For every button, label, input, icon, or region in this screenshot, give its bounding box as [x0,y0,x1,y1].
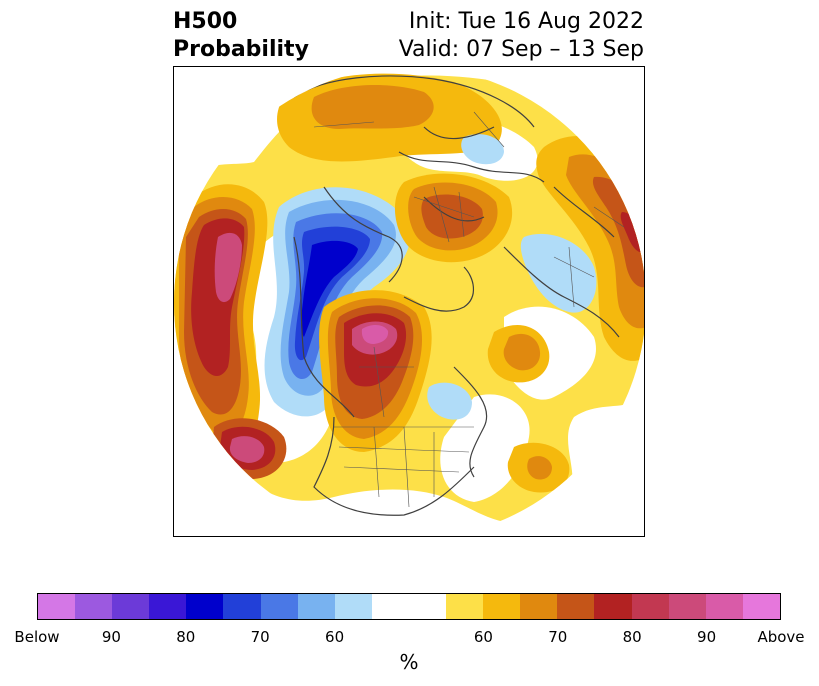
colorbar-tick-label: 70 [548,628,568,646]
title-type: Probability [173,37,309,62]
below-region-core [301,240,358,337]
below-region-atlantic-60 [427,382,472,420]
colorbar-bin [260,594,298,619]
title-variable: H500 [173,9,238,34]
colorbar-tick-label: 80 [622,628,642,646]
colorbar-bin [483,594,521,619]
colorbar-bin [631,594,669,619]
probability-map [174,67,644,536]
colorbar-bin [371,594,409,619]
map-panel [173,66,645,537]
colorbar-tick-label: 70 [250,628,270,646]
colorbar-bin [112,594,150,619]
colorbar-bin [668,594,706,619]
colorbar-bin [557,594,595,619]
above-region-canada-pink [361,325,389,344]
init-date: Init: Tue 16 Aug 2022 [408,9,644,34]
colorbar-bin [408,594,447,619]
colorbar-tick-label: Above [757,628,805,646]
colorbar-tick-label: 90 [697,628,717,646]
colorbar-tick-label: 90 [101,628,121,646]
colorbar-bin [334,594,372,619]
colorbar-bin [705,594,743,619]
colorbar-bin [446,594,484,619]
neutral-region-south [440,394,530,502]
colorbar-unit: % [399,650,419,674]
colorbar-tick-label: Below [14,628,60,646]
colorbar-bin [223,594,261,619]
plot-title: H500 Probability [173,8,309,64]
below-region-asia-60 [520,233,597,313]
colorbar-bin [75,594,113,619]
political-boundaries [313,111,625,508]
valid-range: Valid: 07 Sep – 13 Sep [398,37,644,62]
colorbar-bin [520,594,558,619]
above-region-pacific-rose [214,232,242,303]
colorbar-bin [149,594,187,619]
plot-dates: Init: Tue 16 Aug 2022 Valid: 07 Sep – 13… [399,8,644,64]
colorbar-bin [38,594,76,619]
colorbar-tick-label: 80 [176,628,196,646]
colorbar-bin [742,594,780,619]
below-region-arctic-60 [461,134,504,165]
colorbar-bin [297,594,335,619]
above-region-europe-darkorange [421,194,483,239]
above-region-midatlantic-orange [503,333,541,371]
colorbar-tick-label: 60 [473,628,493,646]
coastlines [293,75,620,516]
colorbar-bin [186,594,224,619]
above-region-north-orange [311,85,434,129]
colorbar [37,593,781,620]
above-region-southeast-orange [527,456,552,480]
colorbar-tick-label: 60 [325,628,345,646]
above-region-southwest-rose [229,436,265,463]
colorbar-bin [594,594,632,619]
